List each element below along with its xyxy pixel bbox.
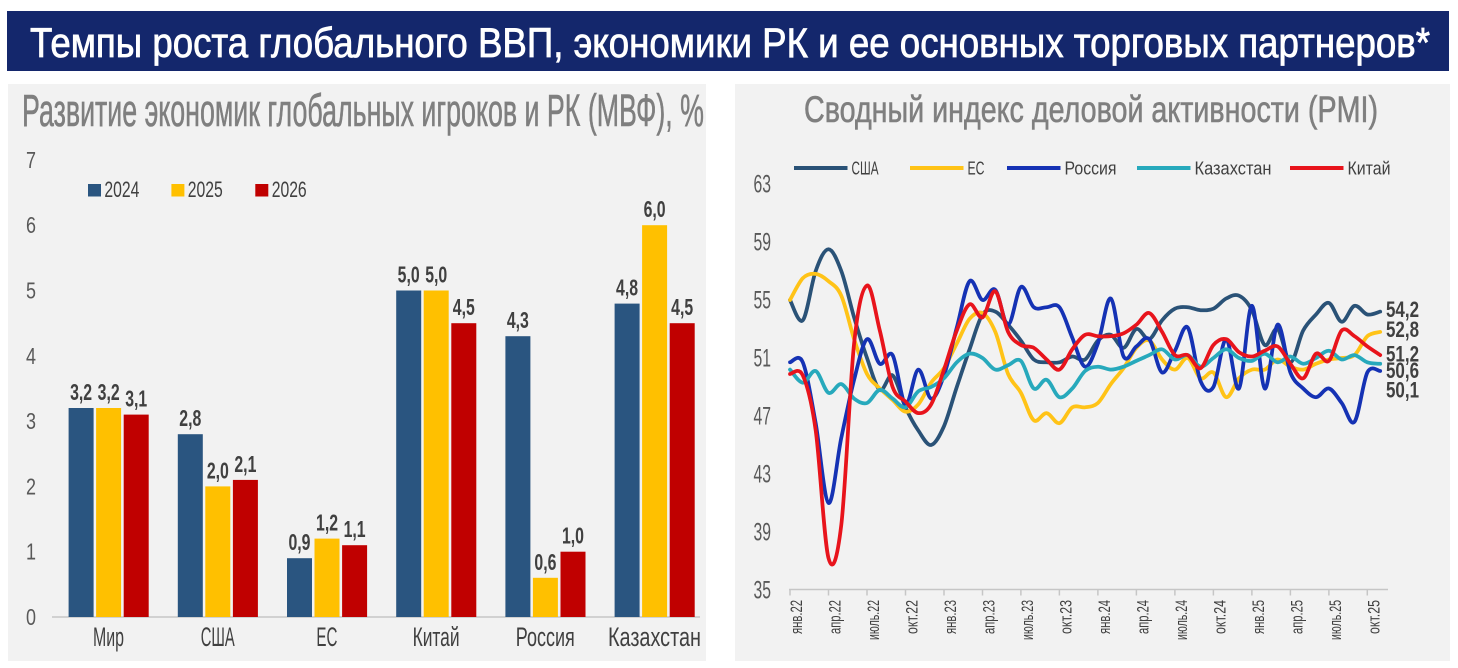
svg-text:июль.24: июль.24 — [1172, 600, 1191, 640]
svg-text:35: 35 — [754, 577, 772, 605]
svg-text:окт.25: окт.25 — [1364, 600, 1383, 634]
svg-text:6: 6 — [26, 212, 36, 238]
svg-text:4,5: 4,5 — [453, 294, 475, 320]
svg-text:1,0: 1,0 — [562, 523, 584, 549]
svg-text:окт.22: окт.22 — [903, 600, 922, 634]
svg-text:2026: 2026 — [272, 177, 307, 202]
svg-text:Темпы роста глобального ВВП, э: Темпы роста глобального ВВП, экономики Р… — [30, 19, 1430, 66]
svg-text:4,8: 4,8 — [616, 275, 638, 301]
svg-text:Китай: Китай — [413, 622, 460, 652]
svg-text:1,1: 1,1 — [344, 516, 366, 542]
svg-text:7: 7 — [26, 147, 36, 173]
svg-text:3,1: 3,1 — [125, 386, 147, 412]
svg-text:2,8: 2,8 — [179, 405, 201, 431]
svg-text:3,2: 3,2 — [70, 379, 92, 405]
svg-text:0,6: 0,6 — [534, 549, 556, 575]
svg-text:6,0: 6,0 — [644, 196, 666, 222]
svg-text:США: США — [201, 622, 235, 652]
svg-text:Мир: Мир — [93, 622, 124, 652]
svg-text:янв.23: янв.23 — [941, 600, 960, 634]
svg-text:янв.22: янв.22 — [787, 600, 806, 634]
svg-text:3,2: 3,2 — [98, 379, 120, 405]
svg-text:59: 59 — [754, 229, 772, 257]
svg-text:апр.24: апр.24 — [1133, 600, 1152, 634]
svg-text:апр.22: апр.22 — [826, 600, 845, 634]
svg-text:4,5: 4,5 — [671, 294, 693, 320]
svg-text:5: 5 — [26, 278, 36, 304]
svg-text:47: 47 — [754, 403, 772, 431]
svg-text:0: 0 — [26, 604, 36, 630]
svg-text:1,2: 1,2 — [316, 510, 338, 536]
svg-text:2025: 2025 — [188, 177, 223, 202]
svg-text:50,6: 50,6 — [1386, 358, 1419, 383]
svg-text:5,0: 5,0 — [398, 262, 420, 288]
svg-text:июль.22: июль.22 — [864, 600, 883, 640]
svg-text:Россия: Россия — [516, 622, 575, 652]
svg-text:55: 55 — [754, 287, 772, 315]
svg-text:51: 51 — [754, 345, 772, 373]
svg-text:апр.25: апр.25 — [1287, 600, 1306, 634]
svg-text:Россия: Россия — [1065, 158, 1117, 179]
svg-text:Сводный индекс деловой активно: Сводный индекс деловой активности (PMI) — [804, 89, 1378, 130]
svg-text:2,1: 2,1 — [234, 451, 256, 477]
svg-text:4,3: 4,3 — [507, 307, 529, 333]
svg-text:50,1: 50,1 — [1386, 378, 1419, 403]
svg-text:3: 3 — [26, 408, 36, 434]
svg-text:июль.23: июль.23 — [1018, 600, 1037, 640]
svg-text:0,9: 0,9 — [288, 529, 310, 555]
svg-text:2024: 2024 — [104, 177, 139, 202]
svg-text:США: США — [852, 158, 879, 179]
svg-text:54,2: 54,2 — [1386, 297, 1419, 322]
svg-text:63: 63 — [754, 171, 772, 199]
svg-text:окт.24: окт.24 — [1210, 600, 1229, 634]
svg-text:2,0: 2,0 — [207, 457, 229, 483]
svg-text:янв.25: янв.25 — [1249, 600, 1268, 634]
svg-text:39: 39 — [754, 519, 772, 547]
svg-text:4: 4 — [26, 343, 36, 369]
svg-text:апр.23: апр.23 — [980, 600, 999, 634]
svg-text:Развитие экономик глобальных и: Развитие экономик глобальных игроков и Р… — [22, 85, 704, 136]
svg-text:окт.23: окт.23 — [1056, 600, 1075, 634]
svg-text:5,0: 5,0 — [425, 262, 447, 288]
svg-text:51,2: 51,2 — [1386, 341, 1419, 366]
svg-text:янв.24: янв.24 — [1095, 600, 1114, 634]
svg-text:ЕС: ЕС — [316, 622, 337, 652]
svg-text:ЕС: ЕС — [968, 158, 985, 179]
svg-text:Казахстан: Казахстан — [1195, 158, 1272, 179]
svg-text:52,8: 52,8 — [1386, 317, 1419, 342]
svg-text:43: 43 — [754, 461, 772, 489]
svg-text:июль.25: июль.25 — [1326, 600, 1345, 640]
svg-text:1: 1 — [26, 539, 36, 565]
svg-text:Казахстан: Казахстан — [608, 622, 701, 652]
svg-text:Китай: Китай — [1348, 158, 1391, 179]
svg-text:2: 2 — [26, 473, 36, 499]
